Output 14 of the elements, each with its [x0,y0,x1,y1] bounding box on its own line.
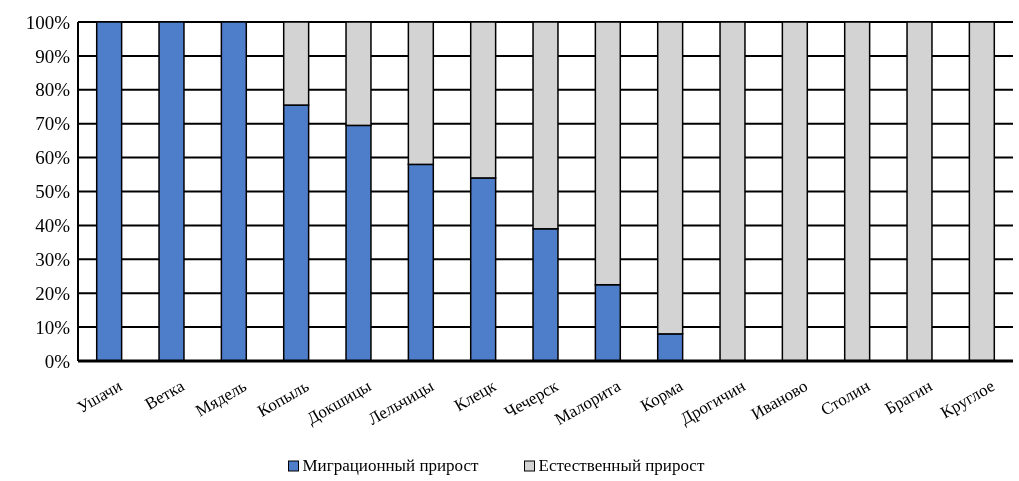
y-tick-label: 80% [35,79,71,101]
y-tick-label: 50% [35,181,71,203]
y-tick-label: 20% [35,282,71,304]
y-tick-label: 100% [25,11,71,33]
y-tick-label: 40% [35,215,71,237]
y-tick-label: 30% [35,248,71,270]
legend-label: Миграционный прирост [302,456,480,475]
y-tick-label: 10% [35,316,71,338]
y-tick-label: 60% [35,147,71,169]
x-tick-label: Ветка [141,376,188,414]
y-tick-label: 90% [35,45,71,67]
legend-label: Естественный прирост [538,456,705,475]
y-tick-label: 0% [44,350,71,372]
y-tick-label: 70% [35,113,71,135]
